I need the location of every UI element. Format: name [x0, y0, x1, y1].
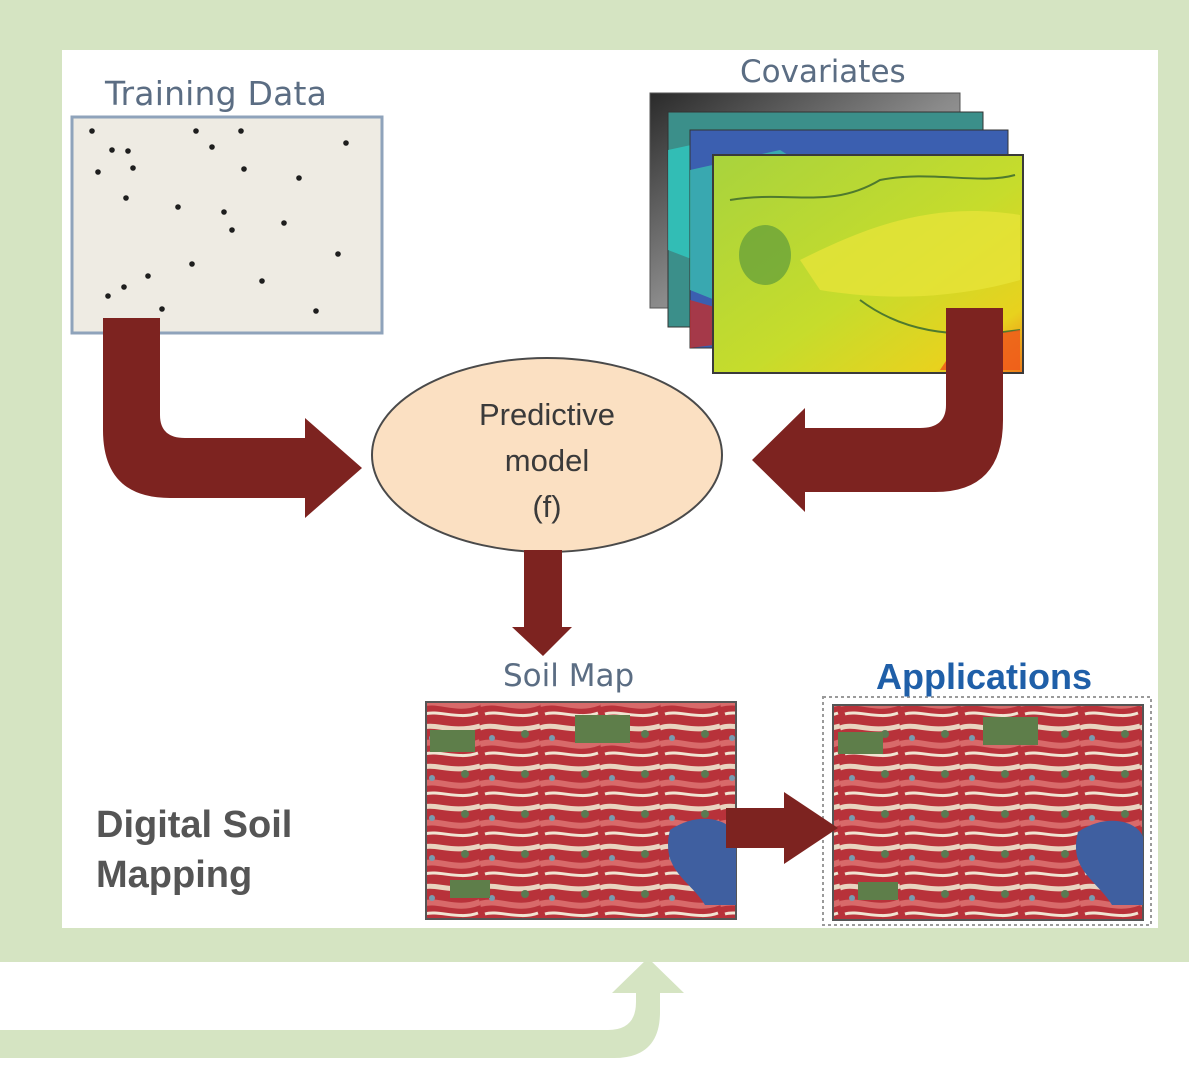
training-point: [193, 128, 199, 134]
training-point: [221, 209, 227, 215]
training-point: [296, 175, 302, 181]
training-point: [189, 261, 195, 267]
arrow-model-to-soil-map: [512, 550, 572, 656]
training-point: [89, 128, 95, 134]
caption-line-1: Digital Soil: [96, 804, 293, 846]
training-point: [95, 169, 101, 175]
model-label-line-1: Predictive: [478, 397, 616, 432]
training-point: [125, 148, 131, 154]
applications-frame: [822, 696, 1152, 926]
arrow-soil-map-to-applications: [726, 792, 838, 864]
training-point: [335, 251, 341, 257]
feedback-arrow: [0, 958, 684, 1058]
covariates-title: Covariates: [740, 54, 906, 90]
arrow-training-to-model: [103, 318, 362, 518]
training-data-title: Training Data: [105, 74, 328, 113]
training-points: [89, 128, 349, 314]
training-point: [241, 166, 247, 172]
training-point: [145, 273, 151, 279]
training-point: [159, 306, 165, 312]
training-point: [121, 284, 127, 290]
training-point: [130, 165, 136, 171]
training-point: [281, 220, 287, 226]
applications-title: Applications: [876, 656, 1093, 697]
digital-soil-mapping-caption: Digital Soil Mapping: [96, 800, 292, 900]
model-label-line-3: (f): [532, 489, 562, 524]
arrow-covariates-to-model: [752, 308, 1003, 512]
training-point: [259, 278, 265, 284]
caption-line-2: Mapping: [96, 854, 253, 896]
predictive-model-label: Predictive model (f): [372, 392, 722, 530]
training-data-box: [70, 115, 384, 335]
training-point: [238, 128, 244, 134]
training-point: [209, 144, 215, 150]
training-point: [343, 140, 349, 146]
training-point: [313, 308, 319, 314]
training-point: [109, 147, 115, 153]
training-point: [175, 204, 181, 210]
training-point: [229, 227, 235, 233]
training-point: [105, 293, 111, 299]
training-point: [123, 195, 129, 201]
soil-map-title: Soil Map: [503, 658, 635, 694]
model-label-line-2: model: [504, 443, 590, 478]
